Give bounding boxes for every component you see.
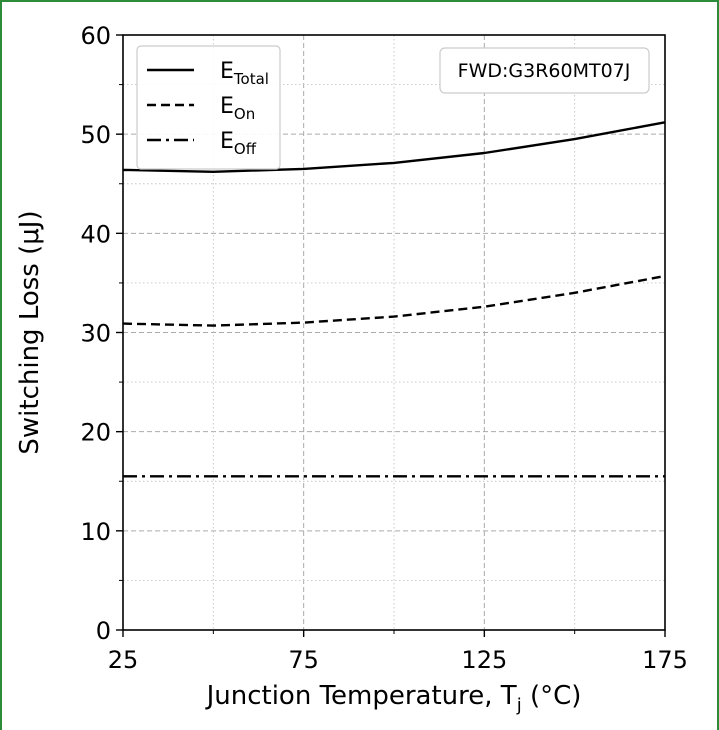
legend-label-subscript: Total: [233, 70, 269, 88]
x-tick-label: 25: [108, 646, 139, 674]
y-tick-label: 40: [80, 220, 111, 248]
legend-label: EOff: [220, 129, 257, 158]
x-tick-label: 175: [642, 646, 688, 674]
annotation-box: FWD:G3R60MT07J: [439, 47, 650, 94]
series-line-total: [122, 121, 666, 173]
legend-label: ETotal: [220, 59, 269, 88]
y-tick-label: 30: [80, 320, 111, 348]
y-tick-label: 0: [96, 617, 111, 645]
annotation-text: FWD:G3R60MT07J: [458, 60, 631, 82]
x-tick-label: 125: [461, 646, 507, 674]
x-axis-title-unit: (°C): [522, 681, 582, 711]
legend-box: [136, 45, 281, 170]
y-axis-title: Switching Loss (μJ): [15, 210, 45, 454]
y-tick-label: 20: [80, 419, 111, 447]
legend-label-main: E: [220, 94, 234, 119]
legend-label: EOn: [220, 94, 255, 123]
series-group: [122, 121, 666, 478]
x-axis-title-subscript: j: [516, 695, 522, 716]
legend-label-main: E: [220, 129, 234, 154]
legend-label-subscript: On: [234, 105, 255, 123]
x-axis-title: Junction Temperature, Tj (°C): [205, 681, 582, 716]
x-axis-title-main: Junction Temperature, T: [205, 681, 517, 711]
legend-label-subscript: Off: [234, 140, 257, 158]
annotation-frame: [439, 47, 650, 94]
y-tick-label: 10: [80, 518, 111, 546]
x-tick-label: 75: [288, 646, 319, 674]
y-tick-label: 60: [80, 22, 111, 50]
legend-label-main: E: [220, 59, 234, 84]
y-tick-label: 50: [80, 121, 111, 149]
ticks: 25 75 125 175 0 10 20 30 40 50 60: [80, 22, 687, 674]
series-line-on: [122, 274, 666, 327]
